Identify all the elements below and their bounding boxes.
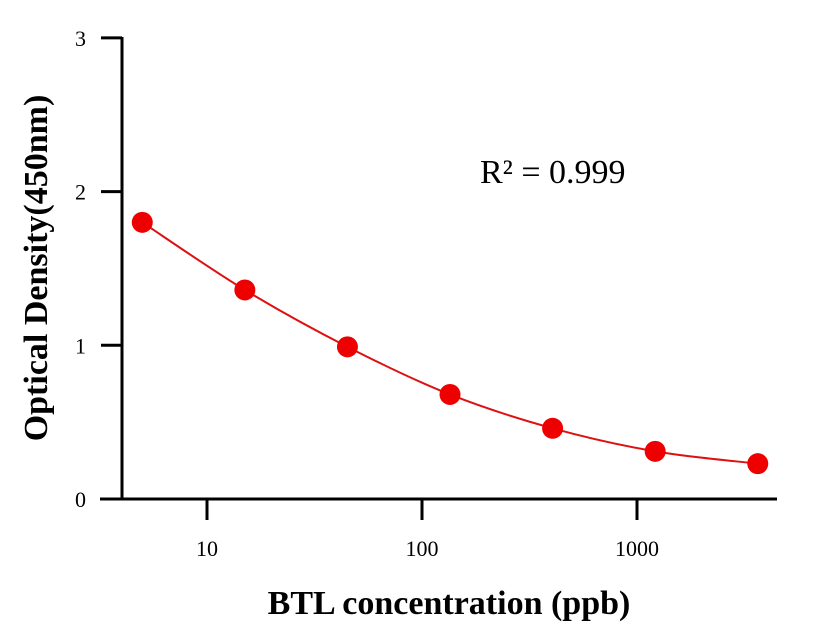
y-tick-label: 2 (75, 180, 86, 205)
data-point (234, 279, 256, 301)
y-tick-label: 0 (75, 487, 86, 512)
data-point (336, 336, 358, 358)
x-axis-label: BTL concentration (ppb) (268, 585, 631, 622)
data-point (439, 383, 461, 405)
fit-curve (141, 221, 758, 465)
x-tick-label: 1000 (615, 536, 659, 561)
x-tick-label: 10 (196, 536, 218, 561)
x-tick-label: 100 (406, 536, 439, 561)
y-tick-label: 3 (75, 26, 86, 51)
data-point (542, 417, 564, 439)
y-tick-label: 1 (75, 333, 86, 358)
y-axis-label: Optical Density(450nm) (18, 95, 55, 442)
data-point (644, 440, 666, 462)
r-squared-annotation: R² = 0.999 (480, 154, 626, 191)
data-point (131, 211, 153, 233)
data-point (747, 453, 769, 475)
